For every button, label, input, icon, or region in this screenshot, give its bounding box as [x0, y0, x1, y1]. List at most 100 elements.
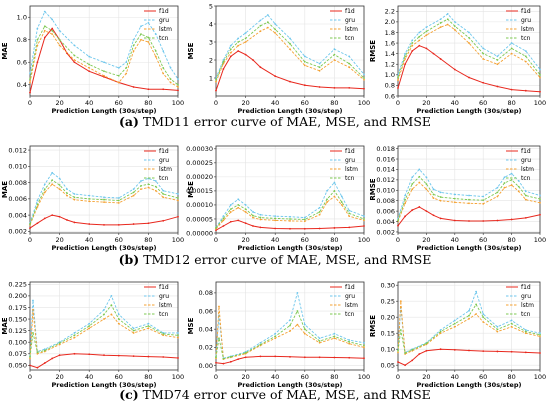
data-point-f1d — [496, 219, 499, 222]
data-point-gru — [446, 13, 449, 15]
data-point-lstm — [397, 351, 399, 354]
data-point-tcn — [482, 199, 485, 202]
data-point-tcn — [259, 343, 262, 346]
y-tick-label: 0.04 — [199, 325, 213, 333]
data-point-gru — [73, 332, 76, 334]
data-point-f1d — [453, 68, 456, 71]
y-tick-label: 0.30 — [381, 282, 395, 290]
x-tick-label: 0 — [214, 236, 218, 244]
x-axis-label: Prediction Length (30s/step) — [238, 381, 343, 389]
data-point-tcn — [348, 62, 351, 65]
data-point-tcn — [66, 192, 68, 195]
data-point-gru — [147, 322, 150, 325]
data-point-tcn — [399, 329, 402, 331]
data-point-tcn — [229, 355, 232, 358]
x-tick-label: 0 — [214, 373, 218, 381]
data-point-tcn — [51, 179, 54, 182]
data-point-lstm — [58, 188, 61, 190]
data-point-lstm — [29, 81, 31, 84]
data-point-gru — [333, 332, 336, 335]
data-point-lstm — [244, 211, 247, 213]
plot-frame — [397, 145, 541, 234]
x-tick-label: 100 — [358, 236, 370, 244]
y-tick-label: 0.006 — [8, 195, 27, 203]
x-tick-label: 100 — [358, 373, 370, 381]
data-point-tcn — [453, 322, 456, 325]
data-point-lstm — [110, 313, 113, 316]
data-point-f1d — [36, 222, 39, 225]
x-tick-label: 20 — [422, 236, 430, 244]
data-point-f1d — [418, 44, 421, 47]
data-point-tcn — [177, 334, 179, 337]
data-point-gru — [482, 313, 485, 315]
data-point-gru — [453, 20, 456, 23]
caption-c-text: TMD74 error curve of MAE, MSE, and RMSE — [138, 387, 431, 402]
data-point-lstm — [58, 44, 61, 47]
y-tick-label: 0.15 — [381, 330, 395, 338]
data-point-f1d — [162, 88, 165, 91]
x-tick-label: 80 — [507, 373, 515, 381]
data-point-f1d — [259, 66, 262, 69]
y-tick-label: 2.0 — [385, 18, 395, 26]
data-point-lstm — [103, 74, 105, 77]
data-point-gru — [274, 23, 277, 25]
data-point-tcn — [432, 193, 435, 196]
data-point-gru — [237, 198, 240, 201]
y-axis-label: RMSE — [369, 178, 377, 200]
x-tick-label: 80 — [144, 373, 152, 381]
data-point-gru — [229, 204, 232, 206]
data-point-f1d — [453, 348, 456, 351]
series-line-tcn — [29, 25, 179, 86]
data-point-tcn — [333, 335, 336, 338]
data-point-lstm — [333, 195, 336, 198]
data-point-f1d — [132, 86, 135, 88]
data-point-gru — [169, 66, 172, 69]
data-point-lstm — [411, 188, 414, 191]
data-point-gru — [318, 62, 321, 65]
x-tick-label: 20 — [241, 99, 249, 107]
legend-label-lstm: lstm — [345, 166, 358, 173]
legend-label-lstm: lstm — [521, 26, 534, 33]
data-point-f1d — [73, 221, 76, 224]
legend: f1d gru lstm tcn — [144, 284, 172, 318]
x-tick-label: 60 — [479, 99, 487, 107]
data-point-tcn — [266, 21, 269, 24]
data-point-f1d — [482, 220, 485, 222]
data-point-gru — [510, 319, 513, 322]
data-point-gru — [482, 195, 485, 198]
data-point-f1d — [496, 350, 499, 353]
data-point-gru — [340, 195, 343, 198]
data-point-tcn — [363, 77, 365, 79]
data-point-tcn — [303, 218, 306, 221]
data-point-tcn — [524, 330, 527, 333]
legend: f1d gru lstm tcn — [506, 284, 534, 318]
data-point-lstm — [73, 198, 76, 201]
legend-label-f1d: f1d — [345, 284, 355, 291]
data-point-tcn — [524, 55, 527, 58]
x-axis-label: Prediction Length (30s/step) — [238, 107, 343, 115]
series-line-f1d — [397, 45, 541, 93]
y-axis-label: RMSE — [369, 315, 377, 337]
data-point-f1d — [432, 214, 435, 217]
data-point-lstm — [363, 219, 365, 222]
data-point-lstm — [103, 318, 105, 320]
data-point-lstm — [524, 198, 527, 201]
data-point-f1d — [36, 61, 39, 64]
data-point-lstm — [140, 188, 142, 190]
legend-label-tcn: tcn — [159, 311, 169, 318]
data-point-gru — [418, 31, 421, 34]
data-point-f1d — [397, 87, 399, 89]
data-point-lstm — [215, 80, 217, 83]
data-point-tcn — [154, 50, 157, 52]
data-point-f1d — [318, 356, 321, 359]
data-point-gru — [432, 188, 435, 191]
y-tick-label: 0.10 — [381, 346, 395, 354]
data-point-f1d — [51, 27, 54, 30]
data-point-f1d — [468, 76, 470, 79]
data-point-tcn — [177, 83, 179, 86]
y-tick-label: 0.150 — [8, 315, 27, 323]
y-axis-label: MSE — [187, 181, 195, 198]
caption-b: (b) TMD12 error curve of MAE, MSE, and R… — [0, 252, 550, 267]
series-line-tcn — [215, 190, 365, 229]
data-point-lstm — [147, 41, 150, 43]
